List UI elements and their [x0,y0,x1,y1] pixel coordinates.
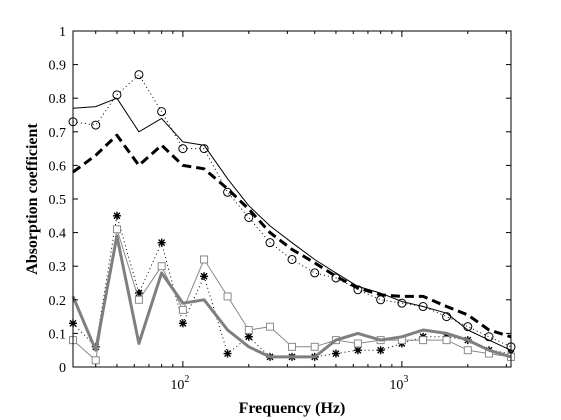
data-point [134,70,144,80]
data-point [376,346,385,355]
data-point [463,322,473,332]
data-point [134,295,143,304]
data-point [244,212,254,222]
data-point [200,255,209,264]
data-point [223,349,232,358]
data-point [112,211,121,220]
chart-axes: 0 0.1 0.2 0.3 0.4 0.5 0.6 0.7 0.8 0.9 1 102 103 [49,25,511,393]
data-point [223,292,232,301]
y-tick-label: 0.7 [49,126,67,141]
x-tick-label: 102 [170,374,189,393]
data-point [484,332,494,342]
series-line [72,74,512,348]
y-tick-label: 0.4 [49,227,67,242]
data-point [157,262,166,271]
y-tick-label: 0.5 [49,193,67,208]
data-point [178,144,188,154]
y-tick-label: 0 [59,361,66,376]
data-point [397,298,407,308]
data-point [418,302,428,312]
data-point [200,272,209,281]
plot-frame [72,30,512,368]
series-line [72,133,512,339]
data-point [178,319,187,328]
data-point [287,254,297,264]
x-tick-exponent: 3 [403,374,408,385]
series-solid-gray-square [69,225,515,365]
y-tick-label: 0.1 [49,327,67,342]
series-line [71,234,512,359]
data-point [310,268,320,278]
data-point [353,285,363,295]
data-point [91,356,100,365]
x-tick-label: 103 [389,374,408,393]
data-point [199,144,209,154]
y-tick-label: 0.8 [49,92,67,107]
y-tick-label: 0.9 [49,59,67,74]
x-tick-exponent: 2 [184,374,189,385]
data-point [178,305,187,314]
data-point [112,90,122,100]
y-tick-label: 1 [59,25,66,40]
data-point [442,312,452,322]
data-point [244,332,253,341]
y-axis-label: Absorption coefficient [24,123,41,275]
data-point [288,342,296,351]
data-point [157,238,166,247]
data-point [442,336,451,345]
data-point [134,289,143,298]
data-point [112,225,121,234]
data-point [244,326,253,335]
series-solid-thin-black [72,97,512,351]
data-point [353,339,362,348]
data-point [331,349,340,358]
series-dotted-circle [68,70,516,352]
data-point [157,107,167,117]
series-line [72,215,512,358]
data-point [310,342,319,351]
data-point [265,238,275,248]
data-point [353,346,362,355]
data-point [419,336,428,345]
y-tick-label: 0.2 [49,294,67,309]
x-axis-label: Frequency (Hz) [239,400,346,417]
data-point [91,120,101,130]
chart-marks [68,70,516,365]
data-point [266,322,275,331]
series-dashed-thick-black [72,133,512,339]
series-line [72,97,512,351]
data-point [463,346,472,355]
y-tick-label: 0.6 [49,159,67,174]
series-solid-thick-gray [71,234,512,359]
y-tick-label: 0.3 [49,260,67,275]
